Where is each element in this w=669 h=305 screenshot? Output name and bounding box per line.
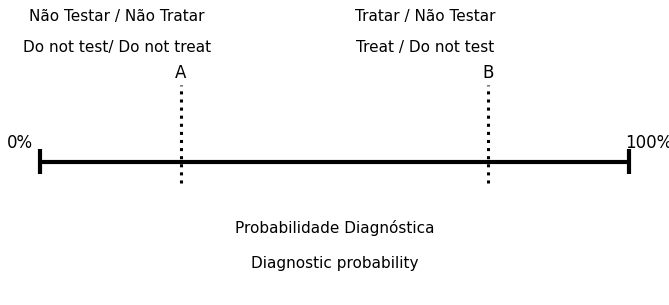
Text: Tratar / Não Testar: Tratar / Não Testar — [355, 9, 495, 24]
Text: Treat / Do not test: Treat / Do not test — [356, 40, 494, 55]
Text: Diagnostic probability: Diagnostic probability — [251, 256, 418, 271]
Text: B: B — [482, 64, 494, 82]
Text: Probabilidade Diagnóstica: Probabilidade Diagnóstica — [235, 220, 434, 235]
Text: 100%: 100% — [626, 134, 669, 152]
Text: Não Testar / Não Tratar: Não Testar / Não Tratar — [29, 9, 205, 24]
Text: A: A — [175, 64, 187, 82]
Text: 0%: 0% — [7, 134, 33, 152]
Text: Do not test/ Do not treat: Do not test/ Do not treat — [23, 40, 211, 55]
